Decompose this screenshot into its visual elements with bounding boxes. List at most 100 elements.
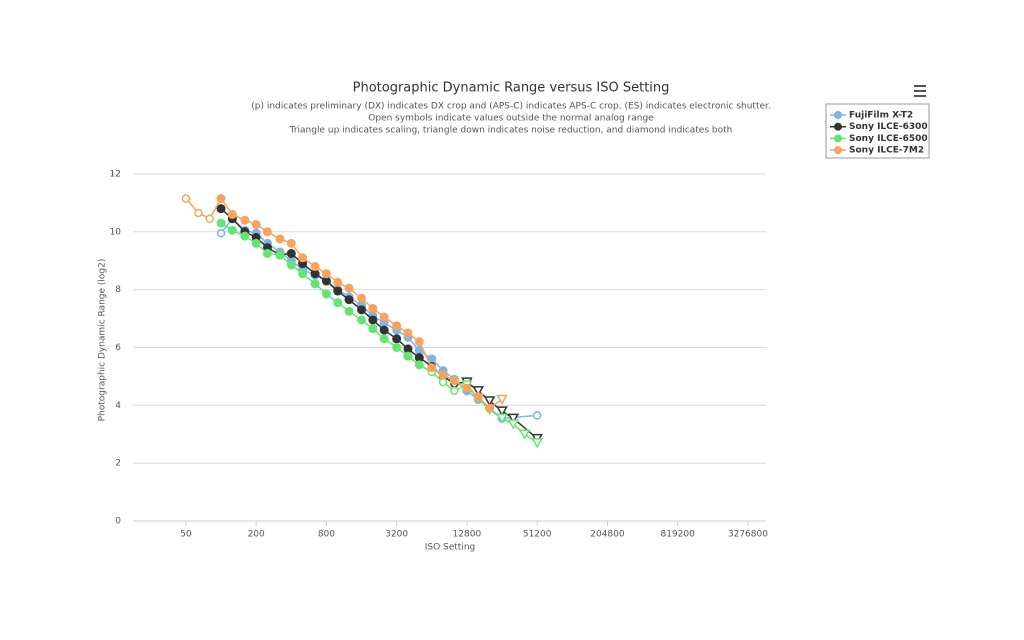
point-marker [298, 269, 308, 279]
point-marker [240, 231, 250, 241]
legend-label: FujiFilm X-T2 [849, 111, 913, 121]
point-marker [368, 303, 378, 313]
point-marker [357, 315, 367, 325]
point-marker [414, 360, 424, 370]
point-marker [262, 227, 272, 237]
x-tick-label: 204800 [590, 530, 625, 540]
point-marker [357, 305, 367, 315]
point-marker [450, 386, 459, 396]
point-marker [438, 370, 448, 380]
point-marker [286, 260, 296, 270]
point-marker [216, 228, 226, 238]
y-tick-label: 4 [115, 401, 121, 411]
x-tick-label: 50 [180, 530, 192, 540]
point-marker [321, 289, 331, 299]
point-marker [472, 386, 485, 397]
y-tick-label: 8 [115, 285, 121, 295]
point-marker [333, 286, 343, 296]
point-marker [531, 438, 543, 449]
series-line [220, 222, 538, 444]
chart-subtitle: (p) indicates preliminary (DX) indicates… [251, 102, 771, 112]
point-marker [357, 293, 367, 303]
point-marker [496, 394, 508, 406]
point-marker [205, 214, 214, 224]
legend-marker [834, 134, 842, 143]
y-tick-label: 6 [115, 343, 121, 353]
x-axis-title: ISO Setting [425, 543, 476, 553]
point-marker [483, 396, 496, 407]
y-tick-label: 2 [115, 459, 121, 469]
legend-label: Sony ILCE-6300 [849, 122, 928, 132]
point-marker [275, 234, 285, 244]
menu-icon[interactable] [914, 85, 926, 97]
point-marker [427, 363, 437, 373]
point-marker [275, 250, 285, 260]
point-marker [532, 411, 542, 420]
y-tick-label: 0 [115, 517, 121, 527]
point-marker [403, 344, 413, 354]
legend-box [825, 103, 930, 159]
y-axis-title: Photographic Dynamic Range (log2) [98, 259, 108, 422]
point-marker [262, 248, 272, 258]
point-marker [496, 406, 508, 417]
point-marker [216, 194, 226, 204]
legend-marker [834, 111, 842, 119]
x-tick-label: 819200 [661, 530, 696, 540]
point-marker [344, 306, 354, 316]
point-marker [449, 376, 459, 386]
point-marker [392, 321, 402, 331]
x-tick-label: 3276800 [728, 530, 768, 540]
point-marker [403, 351, 413, 361]
point-marker [379, 334, 389, 344]
point-marker [462, 383, 472, 393]
point-marker [344, 283, 354, 293]
legend-label: Sony ILCE-6500 [849, 134, 928, 144]
chart-subtitle: Open symbols indicate values outside the… [368, 114, 654, 124]
point-marker [227, 209, 237, 219]
point-marker [518, 429, 531, 440]
x-tick-label: 800 [318, 530, 335, 540]
point-marker [310, 261, 320, 271]
point-marker [321, 269, 331, 279]
menu-button[interactable] [910, 82, 932, 100]
point-marker [473, 392, 483, 402]
point-marker [286, 248, 296, 258]
point-marker [333, 298, 343, 308]
x-tick-label: 200 [248, 530, 265, 540]
series-line [185, 197, 503, 410]
point-marker [251, 220, 261, 230]
point-marker [485, 403, 495, 413]
point-marker [379, 325, 389, 335]
x-tick-label: 51200 [523, 530, 552, 540]
point-marker [414, 345, 424, 355]
point-marker [251, 238, 261, 248]
point-marker [368, 315, 378, 325]
point-marker [507, 413, 520, 424]
legend-marker [834, 146, 842, 155]
point-marker [392, 342, 402, 352]
point-marker [379, 312, 389, 322]
point-marker [194, 208, 203, 218]
x-tick-label: 12800 [453, 530, 482, 540]
point-marker [286, 238, 296, 248]
point-marker [344, 295, 354, 305]
point-marker [321, 276, 331, 286]
point-marker [507, 419, 520, 430]
point-marker [240, 215, 250, 225]
point-marker [310, 279, 320, 289]
point-marker [392, 334, 402, 344]
point-marker [414, 353, 424, 363]
point-marker [181, 194, 191, 203]
point-marker [333, 277, 343, 287]
chart-title: Photographic Dynamic Range versus ISO Se… [353, 81, 670, 96]
point-marker [368, 324, 378, 334]
point-marker [216, 204, 226, 214]
chart-subtitle: Triangle up indicates scaling, triangle … [289, 126, 733, 136]
point-marker [310, 269, 320, 279]
legend-label: Sony ILCE-7M2 [849, 146, 924, 156]
legend-marker [834, 122, 842, 131]
point-marker [427, 354, 437, 364]
point-marker [438, 377, 448, 387]
point-marker [403, 328, 413, 338]
